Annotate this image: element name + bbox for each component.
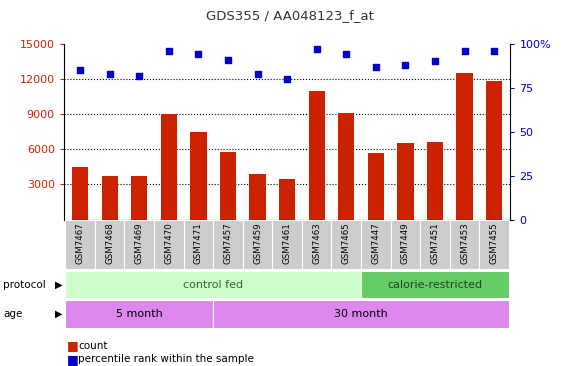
Text: GSM7447: GSM7447 xyxy=(371,223,380,264)
Bar xyxy=(338,113,354,220)
Bar xyxy=(456,73,473,220)
FancyBboxPatch shape xyxy=(450,220,479,269)
Point xyxy=(223,57,233,63)
FancyBboxPatch shape xyxy=(390,220,420,269)
Point xyxy=(460,48,469,54)
Point xyxy=(430,59,440,64)
FancyBboxPatch shape xyxy=(125,220,154,269)
FancyBboxPatch shape xyxy=(361,220,390,269)
Text: GSM7468: GSM7468 xyxy=(105,223,114,264)
Text: ▶: ▶ xyxy=(55,280,63,290)
Point xyxy=(401,62,410,68)
Point xyxy=(194,52,203,57)
Bar xyxy=(131,176,147,220)
Text: GSM7457: GSM7457 xyxy=(223,223,233,264)
Text: GSM7470: GSM7470 xyxy=(164,223,173,264)
Point xyxy=(490,48,499,54)
Text: protocol: protocol xyxy=(3,280,46,290)
Point xyxy=(282,76,292,82)
Text: GSM7469: GSM7469 xyxy=(135,223,144,264)
Text: GSM7471: GSM7471 xyxy=(194,223,203,264)
Bar xyxy=(397,143,414,220)
FancyBboxPatch shape xyxy=(213,300,509,328)
Bar xyxy=(161,114,177,220)
Point xyxy=(135,72,144,78)
Bar xyxy=(309,91,325,220)
Text: GSM7461: GSM7461 xyxy=(282,223,292,264)
Text: ■: ■ xyxy=(67,353,78,366)
FancyBboxPatch shape xyxy=(479,220,509,269)
Text: GSM7467: GSM7467 xyxy=(75,223,85,264)
Bar xyxy=(279,179,295,220)
FancyBboxPatch shape xyxy=(154,220,184,269)
FancyBboxPatch shape xyxy=(331,220,361,269)
FancyBboxPatch shape xyxy=(66,271,361,298)
FancyBboxPatch shape xyxy=(302,220,331,269)
Text: GSM7463: GSM7463 xyxy=(312,223,321,264)
FancyBboxPatch shape xyxy=(273,220,302,269)
Bar xyxy=(486,81,502,220)
Text: age: age xyxy=(3,309,22,319)
Text: GSM7451: GSM7451 xyxy=(430,223,440,264)
Bar xyxy=(368,153,384,220)
Bar xyxy=(249,174,266,220)
FancyBboxPatch shape xyxy=(95,220,125,269)
Point xyxy=(342,52,351,57)
Bar xyxy=(72,167,88,220)
Text: GSM7465: GSM7465 xyxy=(342,223,351,264)
Text: percentile rank within the sample: percentile rank within the sample xyxy=(78,354,254,365)
FancyBboxPatch shape xyxy=(66,300,213,328)
FancyBboxPatch shape xyxy=(361,271,509,298)
FancyBboxPatch shape xyxy=(243,220,273,269)
Text: 30 month: 30 month xyxy=(334,309,388,319)
Text: calorie-restricted: calorie-restricted xyxy=(387,280,483,290)
Text: count: count xyxy=(78,341,108,351)
Bar xyxy=(190,132,206,220)
Text: control fed: control fed xyxy=(183,280,243,290)
Text: ▶: ▶ xyxy=(55,309,63,319)
Bar xyxy=(427,142,443,220)
Point xyxy=(312,46,321,52)
Text: GSM7455: GSM7455 xyxy=(490,223,499,264)
FancyBboxPatch shape xyxy=(213,220,243,269)
Point xyxy=(371,64,380,70)
Point xyxy=(75,67,85,73)
Bar xyxy=(220,152,236,220)
Text: GSM7449: GSM7449 xyxy=(401,223,410,264)
FancyBboxPatch shape xyxy=(66,220,95,269)
FancyBboxPatch shape xyxy=(184,220,213,269)
Text: GSM7453: GSM7453 xyxy=(460,223,469,264)
Text: GDS355 / AA048123_f_at: GDS355 / AA048123_f_at xyxy=(206,9,374,22)
FancyBboxPatch shape xyxy=(420,220,450,269)
Point xyxy=(164,48,173,54)
Point xyxy=(253,71,262,77)
Point xyxy=(105,71,114,77)
Text: GSM7459: GSM7459 xyxy=(253,223,262,264)
Bar xyxy=(102,176,118,220)
Text: 5 month: 5 month xyxy=(116,309,162,319)
Text: ■: ■ xyxy=(67,339,78,352)
